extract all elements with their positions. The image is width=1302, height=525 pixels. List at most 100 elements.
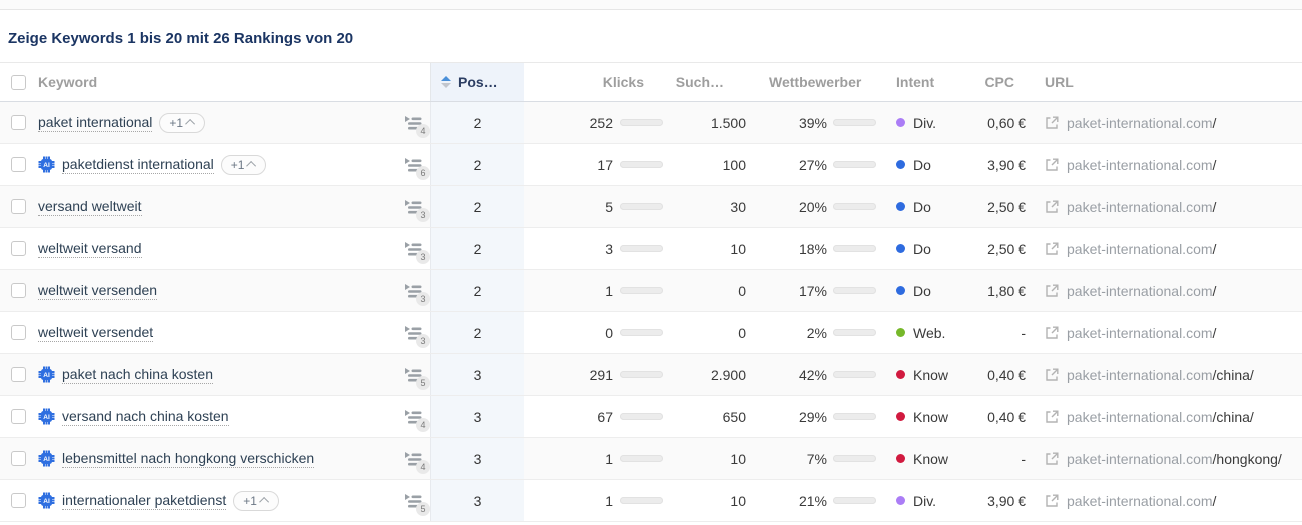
- wettbewerber-bar: [833, 371, 876, 378]
- keyword-link[interactable]: weltweit versenden: [38, 281, 158, 300]
- intent-label: Do: [913, 240, 931, 257]
- serp-cell[interactable]: 4: [394, 102, 430, 143]
- external-link-icon[interactable]: [1045, 116, 1059, 130]
- url-link[interactable]: paket-international.com/china/: [1067, 367, 1254, 383]
- external-link-icon[interactable]: [1045, 242, 1059, 256]
- row-checkbox[interactable]: [10, 493, 26, 508]
- url-link[interactable]: paket-international.com/: [1067, 115, 1216, 131]
- external-link-icon[interactable]: [1045, 158, 1059, 172]
- related-keywords-badge[interactable]: +1: [233, 490, 279, 511]
- external-link-icon[interactable]: [1045, 368, 1059, 382]
- intent-cell: Know: [886, 438, 974, 479]
- column-header-klicks[interactable]: Klicks: [602, 74, 644, 90]
- row-checkbox-cell[interactable]: [0, 396, 36, 437]
- column-header-wettbewerber[interactable]: Wettbewerber: [769, 74, 862, 90]
- url-link[interactable]: paket-international.com/: [1067, 199, 1216, 215]
- external-link-icon[interactable]: [1045, 326, 1059, 340]
- row-checkbox[interactable]: [10, 409, 26, 424]
- url-link[interactable]: paket-international.com/hongkong/: [1067, 451, 1282, 467]
- url-link[interactable]: paket-international.com/china/: [1067, 409, 1254, 425]
- keyword-cell: AI weltweit versand: [36, 228, 394, 269]
- position-value: 2: [473, 114, 482, 131]
- cpc-cell: 0,40 €: [974, 396, 1032, 437]
- keyword-link[interactable]: weltweit versendet: [38, 323, 154, 342]
- suchvolumen-value: 650: [722, 408, 746, 425]
- row-checkbox[interactable]: [10, 451, 26, 466]
- external-link-icon[interactable]: [1045, 494, 1059, 508]
- suchvolumen-value: 0: [738, 282, 746, 299]
- row-checkbox-cell[interactable]: [0, 312, 36, 353]
- keyword-link[interactable]: paket nach china kosten: [62, 365, 213, 384]
- keyword-link[interactable]: weltweit versand: [38, 239, 142, 258]
- row-checkbox-cell[interactable]: [0, 186, 36, 227]
- serp-cell[interactable]: 5: [394, 354, 430, 395]
- position-cell: 2: [430, 270, 524, 311]
- column-header-intent[interactable]: Intent: [896, 74, 935, 90]
- suchvolumen-cell: 1.500: [670, 102, 756, 143]
- external-link-icon[interactable]: [1045, 410, 1059, 424]
- row-checkbox-cell[interactable]: [0, 144, 36, 185]
- select-all-cell[interactable]: [0, 63, 36, 101]
- serp-cell[interactable]: 5: [394, 480, 430, 521]
- intent-cell: Do: [886, 270, 974, 311]
- intent-label: Know: [913, 366, 949, 383]
- svg-text:AI: AI: [43, 414, 50, 421]
- serp-cell[interactable]: 3: [394, 228, 430, 269]
- row-checkbox-cell[interactable]: [0, 480, 36, 521]
- url-link[interactable]: paket-international.com/: [1067, 241, 1216, 257]
- row-checkbox[interactable]: [10, 157, 26, 172]
- row-checkbox[interactable]: [10, 241, 26, 256]
- row-checkbox[interactable]: [10, 199, 26, 214]
- position-cell: 3: [430, 438, 524, 479]
- ai-keyword-icon: AI: [38, 492, 55, 509]
- keyword-link[interactable]: internationaler paketdienst: [62, 491, 227, 510]
- keyword-link[interactable]: paket international: [38, 113, 153, 132]
- keyword-link[interactable]: lebensmittel nach hongkong verschicken: [62, 449, 315, 468]
- sort-arrows-icon[interactable]: [441, 76, 451, 88]
- column-header-pos[interactable]: Pos…: [430, 63, 524, 101]
- serp-cell[interactable]: 3: [394, 270, 430, 311]
- row-checkbox-cell[interactable]: [0, 270, 36, 311]
- intent-cell: Div.: [886, 102, 974, 143]
- column-header-suchvolumen[interactable]: Such…: [675, 74, 724, 90]
- column-header-keyword[interactable]: Keyword: [38, 74, 98, 90]
- row-checkbox-cell[interactable]: [0, 354, 36, 395]
- row-checkbox[interactable]: [10, 283, 26, 298]
- url-link[interactable]: paket-international.com/: [1067, 493, 1216, 509]
- url-link[interactable]: paket-international.com/: [1067, 325, 1216, 341]
- row-checkbox[interactable]: [10, 325, 26, 340]
- intent-label: Div.: [913, 114, 937, 131]
- keyword-link[interactable]: versand nach china kosten: [62, 407, 229, 426]
- external-link-icon[interactable]: [1045, 200, 1059, 214]
- wettbewerber-bar: [833, 497, 876, 504]
- cpc-cell: 3,90 €: [974, 480, 1032, 521]
- external-link-icon[interactable]: [1045, 452, 1059, 466]
- serp-cell[interactable]: 4: [394, 396, 430, 437]
- column-header-cpc[interactable]: CPC: [984, 74, 1014, 90]
- external-link-icon[interactable]: [1045, 284, 1059, 298]
- serp-cell[interactable]: 3: [394, 312, 430, 353]
- row-checkbox-cell[interactable]: [0, 228, 36, 269]
- cpc-value: -: [1021, 324, 1026, 341]
- keyword-table-body: AI paket international +1 4 2: [0, 102, 1302, 522]
- keyword-link[interactable]: versand weltweit: [38, 197, 142, 216]
- keyword-link[interactable]: paketdienst international: [62, 155, 214, 174]
- related-keywords-badge[interactable]: +1: [220, 154, 267, 175]
- row-checkbox[interactable]: [10, 367, 26, 382]
- column-header-url[interactable]: URL: [1045, 74, 1074, 90]
- row-checkbox[interactable]: [10, 115, 26, 130]
- row-checkbox-cell[interactable]: [0, 102, 36, 143]
- klicks-bar: [620, 245, 663, 252]
- wettbewerber-bar: [833, 413, 876, 420]
- url-link[interactable]: paket-international.com/: [1067, 283, 1216, 299]
- wettbewerber-value: 27%: [798, 156, 827, 173]
- select-all-checkbox[interactable]: [10, 74, 26, 90]
- url-link[interactable]: paket-international.com/: [1067, 157, 1216, 173]
- serp-cell[interactable]: 3: [394, 186, 430, 227]
- intent-dot: [896, 202, 905, 211]
- related-keywords-badge[interactable]: +1: [159, 112, 206, 133]
- row-checkbox-cell[interactable]: [0, 438, 36, 479]
- serp-cell[interactable]: 6: [394, 144, 430, 185]
- url-domain: paket-international.com: [1067, 492, 1213, 509]
- serp-cell[interactable]: 4: [394, 438, 430, 479]
